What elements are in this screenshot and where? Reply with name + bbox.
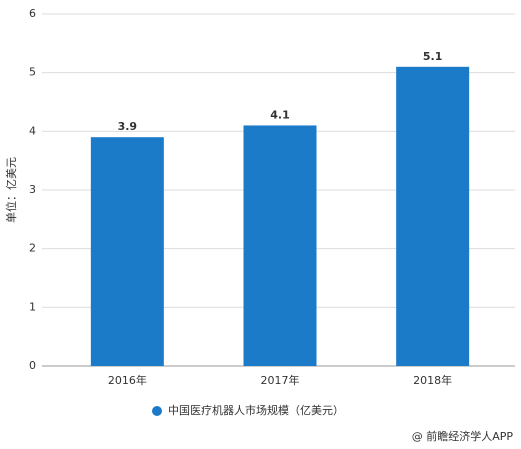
legend-marker (152, 406, 162, 416)
value-label: 5.1 (423, 50, 443, 63)
x-tick-label: 2018年 (413, 373, 452, 387)
y-tick-label: 3 (29, 183, 36, 196)
source: @ 前瞻经济学人APP (412, 429, 514, 443)
x-tick-label: 2016年 (108, 373, 147, 387)
y-tick-label: 4 (29, 124, 36, 137)
y-tick-label: 1 (29, 300, 36, 313)
value-label: 4.1 (270, 108, 290, 121)
bar (90, 137, 164, 366)
y-axis-title: 单位：亿美元 (4, 157, 18, 223)
y-tick-label: 5 (29, 66, 36, 79)
x-tick-label: 2017年 (261, 373, 300, 387)
y-tick-label: 6 (29, 7, 36, 20)
y-tick-label: 2 (29, 242, 36, 255)
value-label: 3.9 (118, 120, 138, 133)
bar (243, 125, 317, 366)
y-tick-label: 0 (29, 359, 36, 372)
legend-label: 中国医疗机器人市场规模（亿美元） (168, 403, 344, 417)
bar (396, 66, 470, 367)
